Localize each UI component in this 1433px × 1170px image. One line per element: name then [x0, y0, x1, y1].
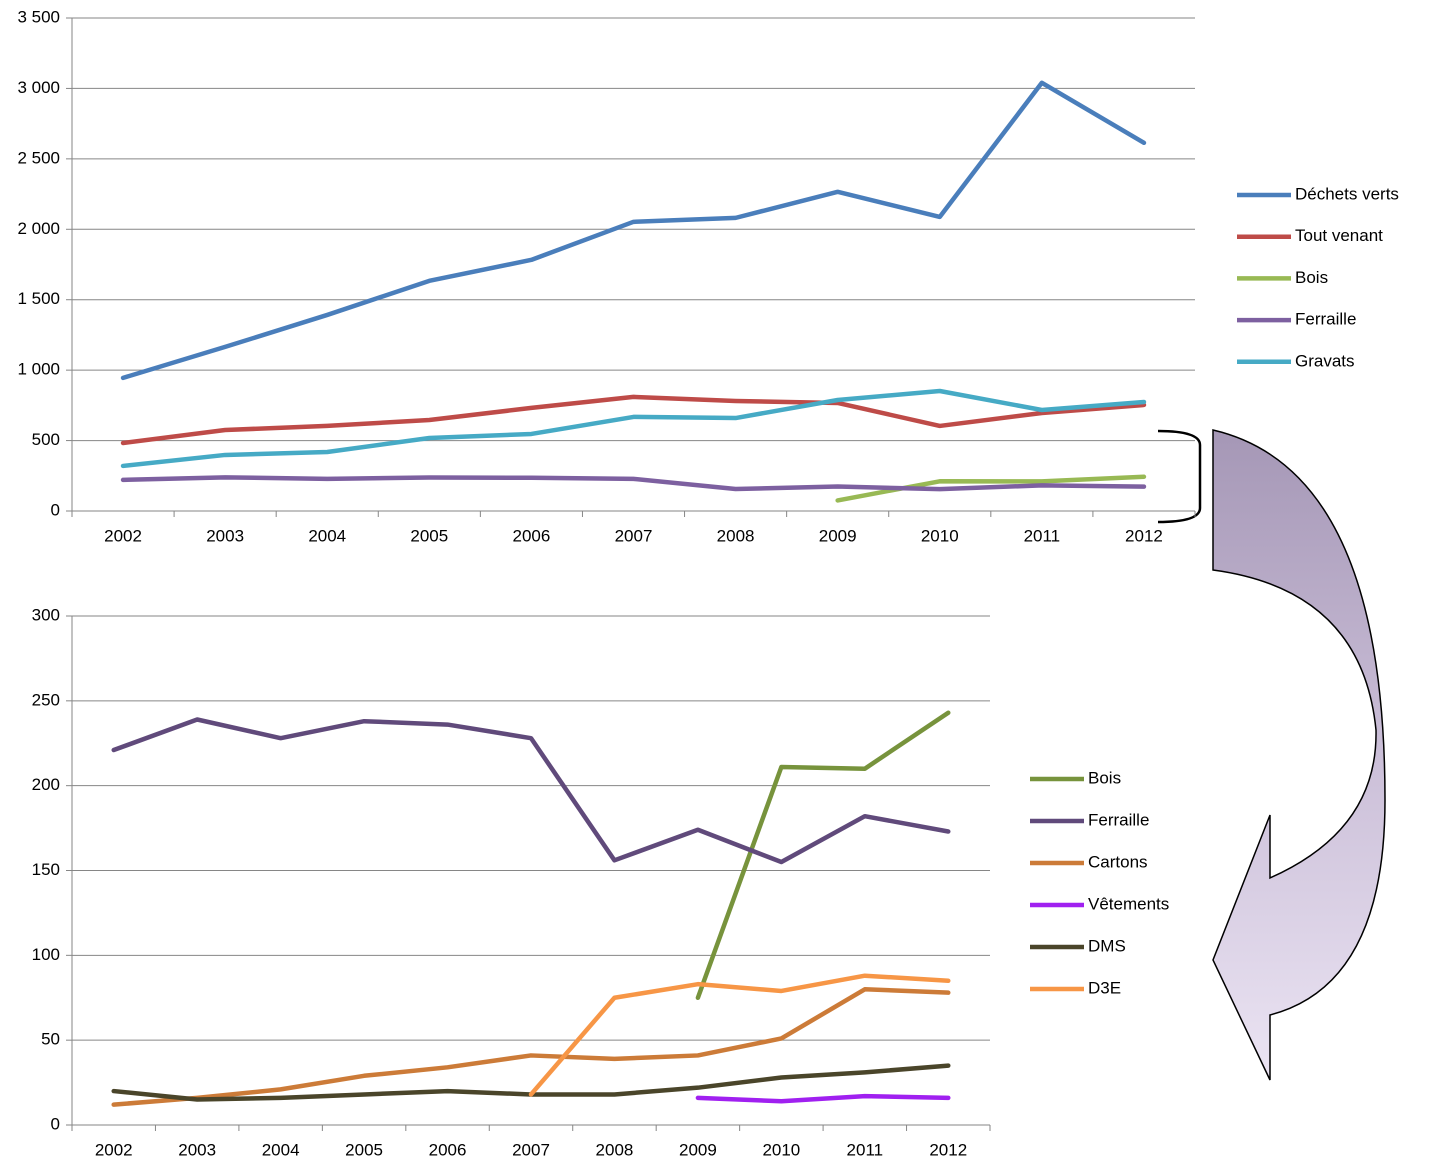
legend-label: Bois: [1295, 268, 1328, 287]
series-line: [120, 475, 1147, 492]
x-tick-label: 2008: [596, 1140, 634, 1159]
x-tick-label: 2012: [929, 1140, 967, 1159]
y-tick-label: 300: [32, 605, 60, 624]
x-tick-label: 2009: [819, 526, 857, 545]
series-line: [695, 710, 951, 1000]
series-line: [111, 717, 951, 865]
series-line: [120, 394, 1147, 446]
legend-label: Bois: [1088, 768, 1121, 787]
y-tick-label: 500: [32, 430, 60, 449]
x-tick-label: 2005: [410, 526, 448, 545]
x-tick-label: 2003: [206, 526, 244, 545]
legend-label: Ferraille: [1295, 310, 1356, 329]
bracket: [1157, 429, 1202, 524]
y-tick-label: 1 000: [17, 360, 60, 379]
x-tick-label: 2011: [1024, 526, 1061, 545]
y-tick-label: 2 500: [17, 148, 60, 167]
y-tick-label: 3 000: [17, 78, 60, 97]
x-tick-label: 2003: [178, 1140, 216, 1159]
x-tick-label: 2002: [95, 1140, 133, 1159]
y-tick-label: 50: [41, 1030, 60, 1049]
x-tick-label: 2005: [345, 1140, 383, 1159]
curved-arrow: [1212, 429, 1386, 1081]
x-tick-label: 2007: [615, 526, 653, 545]
x-tick-label: 2012: [1125, 526, 1163, 545]
x-tick-label: 2009: [679, 1140, 717, 1159]
legend-label: Tout venant: [1295, 226, 1383, 245]
x-tick-label: 2011: [847, 1140, 884, 1159]
x-tick-label: 2006: [512, 526, 550, 545]
y-tick-label: 150: [32, 860, 60, 879]
x-tick-label: 2010: [762, 1140, 800, 1159]
legend-label: Gravats: [1295, 351, 1355, 370]
y-tick-label: 100: [32, 945, 60, 964]
y-tick-label: 250: [32, 690, 60, 709]
series-line: [835, 474, 1147, 503]
series-line: [695, 1093, 951, 1104]
legend-label: Cartons: [1088, 852, 1148, 871]
x-tick-label: 2004: [308, 526, 346, 545]
series-line: [120, 388, 1147, 469]
y-tick-label: 1 500: [17, 289, 60, 308]
legend-label: D3E: [1088, 978, 1121, 997]
y-tick-label: 200: [32, 775, 60, 794]
series-line: [111, 987, 951, 1107]
y-tick-label: 2 000: [17, 219, 60, 238]
legend-label: Ferraille: [1088, 810, 1149, 829]
x-tick-label: 2002: [104, 526, 142, 545]
series-line: [528, 973, 951, 1097]
legend-label: Vêtements: [1088, 894, 1169, 913]
series-line: [120, 80, 1147, 381]
x-tick-label: 2008: [717, 526, 755, 545]
x-tick-label: 2004: [262, 1140, 300, 1159]
legend-label: DMS: [1088, 936, 1126, 955]
x-tick-label: 2007: [512, 1140, 550, 1159]
legend-label: Déchets verts: [1295, 184, 1399, 203]
x-tick-label: 2006: [429, 1140, 467, 1159]
x-tick-label: 2010: [921, 526, 959, 545]
y-tick-label: 0: [51, 1114, 60, 1133]
y-tick-label: 0: [51, 500, 60, 519]
y-tick-label: 3 500: [17, 7, 60, 26]
